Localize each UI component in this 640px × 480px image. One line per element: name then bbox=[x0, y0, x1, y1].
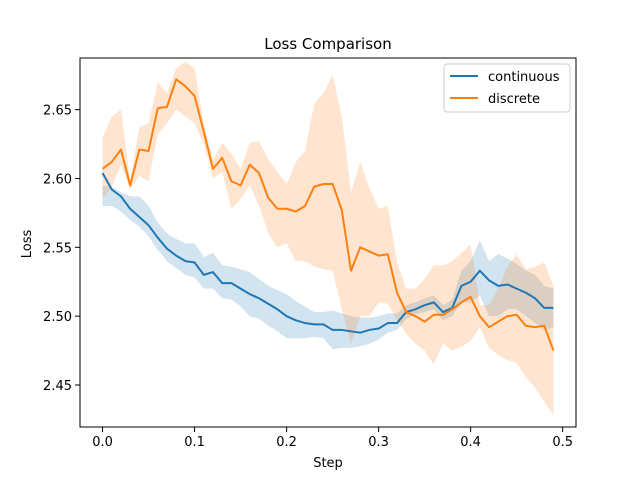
x-tick-label: 0.5 bbox=[552, 435, 573, 450]
x-axis-label: Step bbox=[313, 456, 343, 471]
legend: continuous discrete bbox=[443, 63, 571, 113]
y-tick-label: 2.55 bbox=[43, 241, 72, 256]
x-tick-label: 0.3 bbox=[368, 435, 389, 450]
y-tick-label: 2.60 bbox=[43, 172, 72, 187]
y-axis-label: Loss bbox=[20, 230, 35, 259]
y-tick-label: 2.50 bbox=[43, 310, 72, 325]
continuous-series-line bbox=[101, 172, 554, 334]
x-tick-label: 0.2 bbox=[276, 435, 297, 450]
x-tick-label: 0.0 bbox=[92, 435, 113, 450]
axes: 0.0 0.1 0.2 0.3 0.4 0.5 2.45 2.50 2.55 2.60 2.65 bbox=[43, 57, 577, 450]
y-tick-label: 2.65 bbox=[43, 104, 72, 119]
y-tick-label: 2.45 bbox=[43, 379, 72, 394]
x-tick-label: 0.4 bbox=[460, 435, 481, 450]
plot-frame bbox=[79, 57, 577, 428]
discrete-confidence-band bbox=[102, 61, 554, 416]
discrete-series-line bbox=[101, 78, 555, 351]
chart-title: Loss Comparison bbox=[264, 35, 391, 53]
x-tick-label: 0.1 bbox=[184, 435, 205, 450]
series-lines bbox=[101, 78, 555, 351]
legend-label-continuous: continuous bbox=[488, 70, 560, 85]
legend-label-discrete: discrete bbox=[488, 92, 540, 107]
